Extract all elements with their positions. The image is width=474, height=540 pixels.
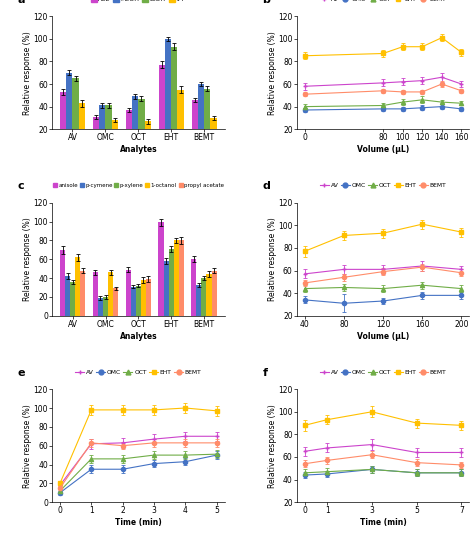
- Legend: AV, OMC, OCT, EHT, BEMT: AV, OMC, OCT, EHT, BEMT: [73, 367, 204, 377]
- Bar: [79, 103, 85, 152]
- Bar: [80, 271, 85, 316]
- Bar: [112, 120, 118, 152]
- Bar: [98, 298, 103, 316]
- Bar: [179, 240, 184, 316]
- Bar: [173, 240, 179, 316]
- Bar: [198, 84, 204, 152]
- Bar: [196, 285, 201, 316]
- Legend: AV, OMC, OCT, EHT, BEMT: AV, OMC, OCT, EHT, BEMT: [318, 0, 449, 4]
- Bar: [204, 89, 210, 152]
- Bar: [177, 90, 184, 152]
- Bar: [126, 269, 131, 316]
- Bar: [103, 297, 108, 316]
- Bar: [60, 250, 65, 316]
- Bar: [75, 258, 80, 316]
- Text: b: b: [263, 0, 270, 5]
- Bar: [191, 100, 198, 152]
- Bar: [158, 222, 164, 316]
- Bar: [66, 73, 73, 152]
- Bar: [146, 279, 151, 316]
- Text: f: f: [263, 368, 267, 377]
- X-axis label: Analytes: Analytes: [119, 332, 157, 341]
- Bar: [201, 278, 207, 316]
- Bar: [138, 99, 145, 152]
- Bar: [131, 287, 136, 316]
- Text: e: e: [18, 368, 25, 377]
- Bar: [99, 105, 105, 152]
- Bar: [141, 280, 146, 316]
- X-axis label: Time (min): Time (min): [115, 518, 162, 527]
- Bar: [105, 105, 112, 152]
- Legend: AV, OMC, OCT, EHT, BEMT: AV, OMC, OCT, EHT, BEMT: [318, 181, 449, 191]
- Bar: [207, 274, 211, 316]
- Bar: [136, 286, 141, 316]
- Text: c: c: [18, 181, 24, 191]
- Bar: [165, 39, 171, 152]
- Bar: [108, 272, 113, 316]
- Y-axis label: Relative response (%): Relative response (%): [268, 31, 277, 114]
- Bar: [210, 118, 217, 152]
- X-axis label: Volume (μL): Volume (μL): [357, 332, 409, 341]
- Bar: [132, 97, 138, 152]
- Bar: [191, 259, 196, 316]
- Bar: [113, 288, 118, 316]
- Y-axis label: Relative response (%): Relative response (%): [23, 217, 32, 301]
- Bar: [159, 65, 165, 152]
- Bar: [65, 276, 70, 316]
- Y-axis label: Relative response (%): Relative response (%): [268, 404, 277, 488]
- Bar: [171, 47, 177, 152]
- X-axis label: Analytes: Analytes: [119, 145, 157, 154]
- Bar: [60, 92, 66, 152]
- Legend: AV, OMC, OCT, EHT, BEMT: AV, OMC, OCT, EHT, BEMT: [318, 367, 449, 377]
- Text: d: d: [263, 181, 270, 191]
- Bar: [164, 261, 169, 316]
- Legend: anisole, p-cymene, p-xylene, 1-octanol, propyl acetate: anisole, p-cymene, p-xylene, 1-octanol, …: [50, 180, 226, 190]
- X-axis label: Volume (μL): Volume (μL): [357, 145, 409, 154]
- Bar: [73, 78, 79, 152]
- Bar: [145, 122, 151, 152]
- Bar: [93, 117, 99, 152]
- X-axis label: Time (min): Time (min): [360, 518, 406, 527]
- Legend: ACE, MeOH, EtOH, IPP: ACE, MeOH, EtOH, IPP: [89, 0, 188, 5]
- Bar: [126, 110, 132, 152]
- Y-axis label: Relative response (%): Relative response (%): [23, 31, 32, 114]
- Y-axis label: Relative response (%): Relative response (%): [268, 217, 277, 301]
- Y-axis label: Relative response (%): Relative response (%): [23, 404, 32, 488]
- Bar: [93, 272, 98, 316]
- Bar: [70, 282, 75, 316]
- Bar: [211, 271, 217, 316]
- Bar: [169, 249, 173, 316]
- Text: a: a: [18, 0, 25, 5]
